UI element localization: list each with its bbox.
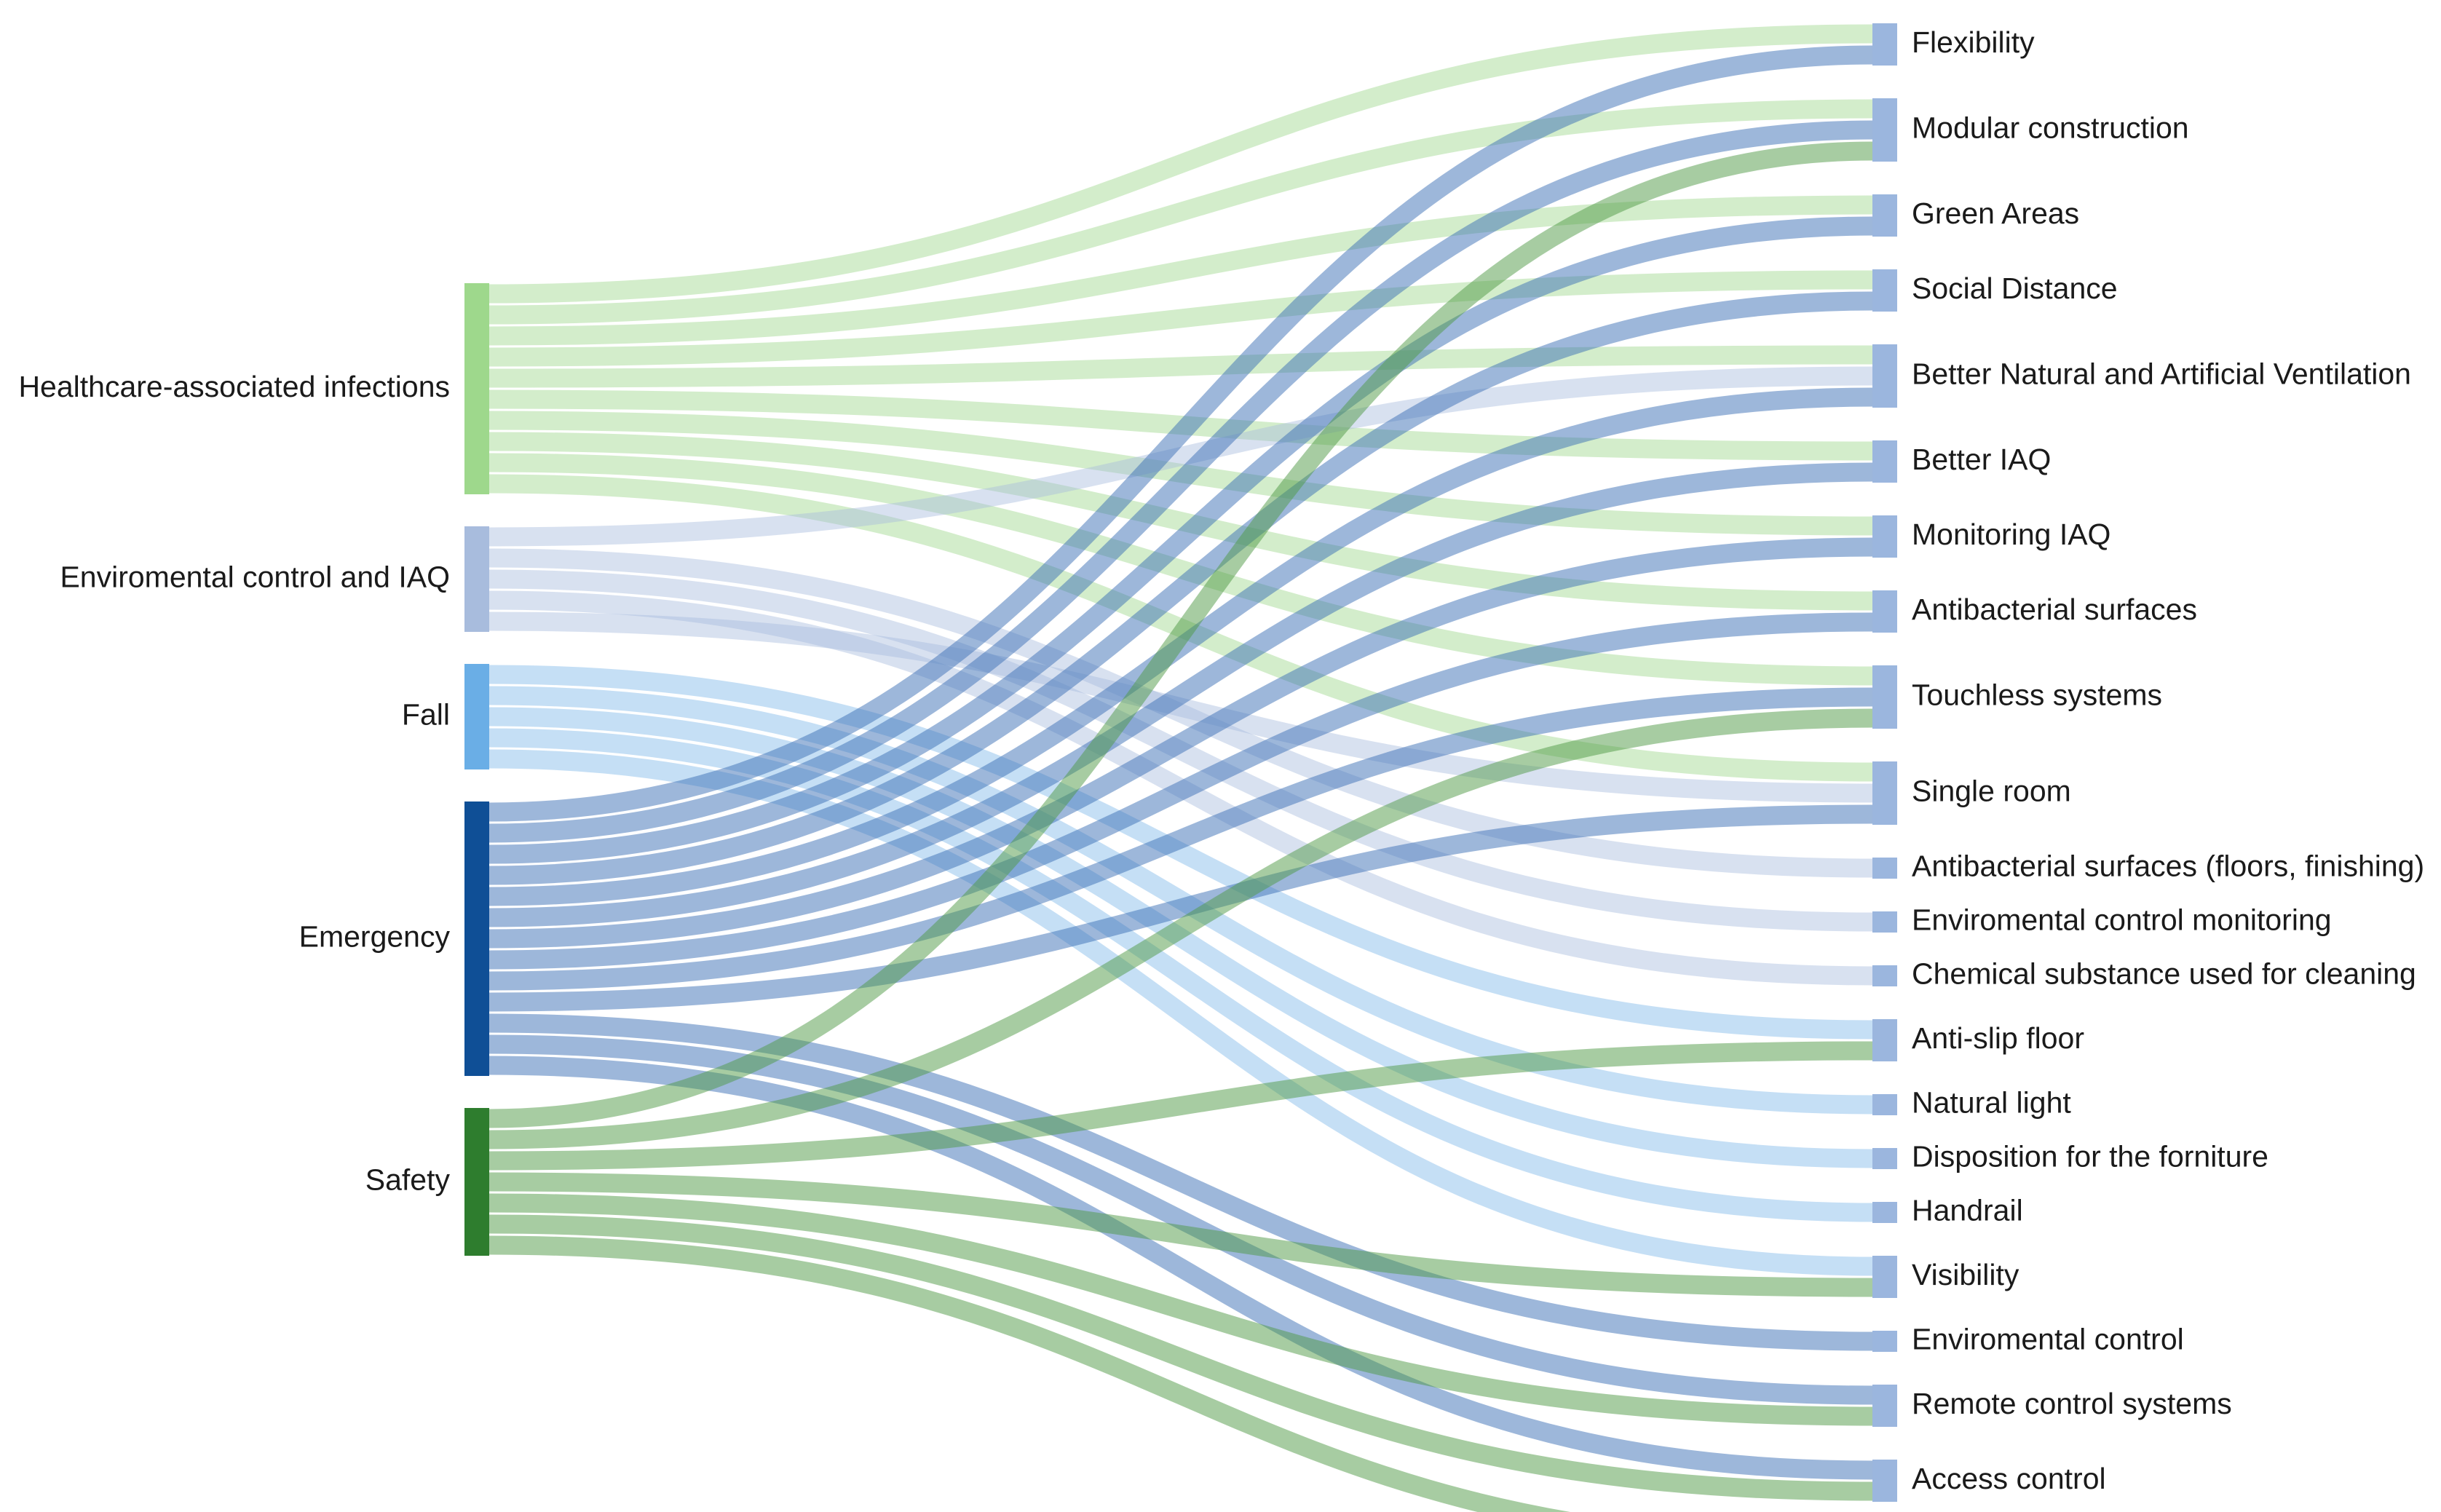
- target-node-enviromental-control-monitoring: [1872, 911, 1897, 933]
- target-label-chemical-substance-used-for-cleaning: Chemical substance used for cleaning: [1912, 957, 2416, 990]
- link-safety-to-access-control: [488, 1214, 1873, 1501]
- target-node-monitoring-iaq: [1872, 515, 1897, 558]
- target-label-monitoring-iaq: Monitoring IAQ: [1912, 518, 2110, 551]
- link-safety-to-touchless-systems: [488, 708, 1873, 1149]
- target-node-chemical-substance-used-for-cleaning: [1872, 965, 1897, 986]
- target-label-natural-light: Natural light: [1912, 1085, 2071, 1119]
- target-label-access-control: Access control: [1912, 1462, 2106, 1495]
- target-node-green-areas: [1872, 194, 1897, 237]
- link-enviromental-control-and-iaq-to-better-natural-and-artificial-ventilation: [488, 366, 1873, 547]
- link-healthcare-associated-infections-to-touchless-systems: [488, 453, 1873, 686]
- target-label-handrail: Handrail: [1912, 1193, 2023, 1227]
- link-healthcare-associated-infections-to-flexibility: [488, 24, 1873, 304]
- source-label-fall: Fall: [402, 697, 450, 731]
- target-node-handrail: [1872, 1202, 1897, 1223]
- target-label-better-natural-and-artificial-ventilation: Better Natural and Artificial Ventilatio…: [1912, 357, 2411, 390]
- target-node-social-distance: [1872, 269, 1897, 312]
- target-label-green-areas: Green Areas: [1912, 197, 2079, 230]
- target-label-single-room: Single room: [1912, 774, 2071, 807]
- sankey-links: [488, 24, 1873, 1512]
- target-node-touchless-systems: [1872, 665, 1897, 729]
- target-label-flexibility: Flexibility: [1912, 25, 2035, 59]
- source-node-safety: [464, 1108, 489, 1256]
- link-emergency-to-modular-construction: [488, 120, 1873, 843]
- link-safety-to-remote-control-systems: [488, 1193, 1873, 1426]
- link-enviromental-control-and-iaq-to-single-room: [488, 611, 1873, 803]
- source-node-healthcare-associated-infections: [464, 283, 489, 494]
- target-label-social-distance: Social Distance: [1912, 272, 2118, 305]
- target-label-disposition-for-the-forniture: Disposition for the forniture: [1912, 1139, 2268, 1173]
- link-fall-to-anti-slip-floor: [488, 665, 1873, 1040]
- target-label-better-iaq: Better IAQ: [1912, 443, 2051, 476]
- target-node-single-room: [1872, 761, 1897, 825]
- sankey-labels: Healthcare-associated infections Envirome…: [18, 25, 2424, 1495]
- link-emergency-to-monitoring-iaq: [488, 537, 1873, 949]
- link-emergency-to-antibacterial-surfaces: [488, 612, 1873, 970]
- target-label-anti-slip-floor: Anti-slip floor: [1912, 1021, 2084, 1055]
- link-safety-to-open-layout-in-emergency-department: [488, 1235, 1571, 1512]
- link-emergency-to-single-room: [488, 804, 1873, 1012]
- target-node-remote-control-systems: [1872, 1385, 1897, 1427]
- target-label-touchless-systems: Touchless systems: [1912, 678, 2162, 711]
- target-label-enviromental-control-monitoring: Enviromental control monitoring: [1912, 903, 2332, 936]
- source-label-healthcare-associated-infections: Healthcare-associated infections: [18, 370, 450, 403]
- target-node-antibacterial-surfaces-floors-finishing: [1872, 858, 1897, 879]
- target-node-better-natural-and-artificial-ventilation: [1872, 344, 1897, 408]
- target-node-enviromental-control: [1872, 1331, 1897, 1352]
- link-healthcare-associated-infections-to-social-distance: [488, 270, 1873, 367]
- link-emergency-to-social-distance: [488, 291, 1873, 885]
- link-emergency-to-touchless-systems: [488, 687, 1873, 991]
- target-label-remote-control-systems: Remote control systems: [1912, 1387, 2232, 1420]
- target-label-antibacterial-surfaces-floors-finishing: Antibacterial surfaces (floors, finishin…: [1912, 849, 2424, 882]
- link-safety-to-modular-construction: [488, 141, 1873, 1128]
- source-node-fall: [464, 664, 489, 769]
- target-label-antibacterial-surfaces: Antibacterial surfaces: [1912, 593, 2197, 626]
- link-safety-to-visibility: [488, 1172, 1873, 1297]
- target-node-access-control: [1872, 1460, 1897, 1502]
- link-emergency-to-flexibility: [488, 45, 1873, 822]
- link-enviromental-control-and-iaq-to-antibacterial-surfaces-floors-finishing: [488, 548, 1873, 878]
- link-healthcare-associated-infections-to-better-natural-and-artificial-ventilation: [488, 345, 1873, 388]
- link-emergency-to-better-iaq: [488, 462, 1873, 927]
- target-node-antibacterial-surfaces: [1872, 590, 1897, 633]
- link-safety-to-anti-slip-floor: [488, 1041, 1873, 1171]
- link-healthcare-associated-infections-to-modular-construction: [488, 99, 1873, 325]
- source-node-enviromental-control-and-iaq: [464, 526, 489, 632]
- source-label-safety: Safety: [365, 1163, 451, 1196]
- source-node-emergency: [464, 801, 489, 1076]
- target-node-better-iaq: [1872, 440, 1897, 483]
- link-emergency-to-enviromental-control: [488, 1013, 1873, 1351]
- source-label-enviromental-control-and-iaq: Enviromental control and IAQ: [60, 560, 450, 593]
- source-label-emergency: Emergency: [299, 919, 451, 953]
- target-label-visibility: Visibility: [1912, 1258, 2019, 1291]
- target-node-anti-slip-floor: [1872, 1019, 1897, 1061]
- target-node-disposition-for-the-forniture: [1872, 1148, 1897, 1169]
- target-node-flexibility: [1872, 23, 1897, 66]
- target-node-visibility: [1872, 1256, 1897, 1298]
- link-emergency-to-green-areas: [488, 216, 1873, 864]
- target-label-modular-construction: Modular construction: [1912, 111, 2189, 144]
- sankey-nodes: [464, 23, 1897, 1502]
- target-node-natural-light: [1872, 1094, 1897, 1115]
- target-label-enviromental-control: Enviromental control: [1912, 1322, 2184, 1355]
- link-emergency-to-access-control: [488, 1056, 1873, 1480]
- target-node-modular-construction: [1872, 98, 1897, 162]
- link-healthcare-associated-infections-to-antibacterial-surfaces: [488, 432, 1873, 611]
